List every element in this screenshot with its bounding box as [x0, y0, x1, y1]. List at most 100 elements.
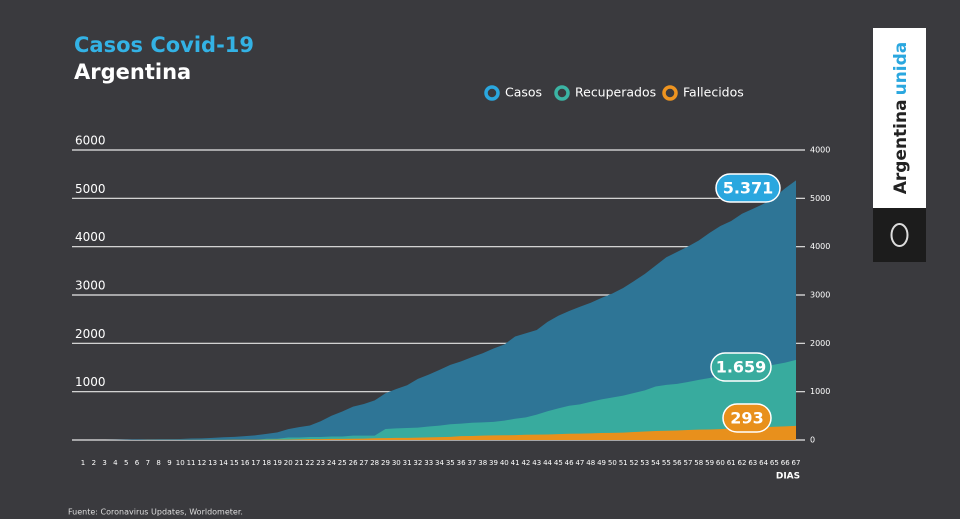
y-tick-label: 2000 — [75, 327, 106, 341]
x-tick-label: 14 — [219, 459, 228, 467]
x-tick-label: 26 — [349, 459, 358, 467]
right-axis-label: 3000 — [810, 291, 830, 300]
x-tick-label: 13 — [208, 459, 217, 467]
legend-label: Recuperados — [575, 85, 656, 100]
legend-marker — [554, 85, 570, 101]
x-tick-label: 60 — [716, 459, 725, 467]
x-tick-label: 59 — [705, 459, 714, 467]
chart-title: Casos Covid-19 — [74, 33, 254, 57]
x-tick-label: 46 — [565, 459, 574, 467]
x-tick-label: 22 — [305, 459, 314, 467]
x-tick-label: 66 — [781, 459, 790, 467]
x-tick-label: 35 — [446, 459, 455, 467]
x-tick-label: 3 — [102, 459, 106, 467]
x-tick-label: 12 — [197, 459, 206, 467]
x-tick-label: 1 — [81, 459, 85, 467]
x-tick-label: 5 — [124, 459, 128, 467]
x-tick-label: 47 — [575, 459, 584, 467]
x-tick-label: 30 — [392, 459, 401, 467]
y-tick-label: 4000 — [75, 230, 106, 244]
source: Fuente: Coronavirus Updates, Worldometer… — [68, 508, 243, 517]
data-label: 1.659 — [716, 358, 767, 377]
x-tick-label: 65 — [770, 459, 779, 467]
x-tick-label: 57 — [684, 459, 693, 467]
area — [83, 425, 796, 440]
x-tick-label: 50 — [608, 459, 617, 467]
y-tick-label: 6000 — [75, 134, 106, 148]
brand-word: Argentina — [891, 99, 911, 194]
x-tick-label: 56 — [673, 459, 682, 467]
x-tick-label: 32 — [413, 459, 422, 467]
x-tick-label: 24 — [327, 459, 336, 467]
x-tick-label: 43 — [532, 459, 541, 467]
y-tick-label: 1000 — [75, 375, 106, 389]
x-tick-label: 21 — [295, 459, 304, 467]
area — [83, 180, 796, 440]
x-tick-label: 49 — [597, 459, 606, 467]
x-tick-label: 45 — [554, 459, 563, 467]
brand-emblem-panel — [873, 208, 926, 262]
legend-marker — [484, 85, 500, 101]
label-badge — [710, 352, 772, 382]
legend-marker — [662, 85, 678, 101]
chart-subtitle: Argentina — [74, 60, 191, 84]
x-tick-label: 23 — [316, 459, 325, 467]
x-tick-label: 15 — [230, 459, 239, 467]
x-tick-label: 52 — [629, 459, 638, 467]
right-axis-label: 4000 — [810, 242, 830, 251]
x-tick-label: 41 — [511, 459, 520, 467]
data-label: 293 — [730, 409, 763, 428]
right-axis-label: 1000 — [810, 387, 830, 396]
x-tick-label: 63 — [748, 459, 757, 467]
x-tick-label: 39 — [489, 459, 498, 467]
x-tick-label: 10 — [176, 459, 185, 467]
x-tick-label: 25 — [338, 459, 347, 467]
x-tick-label: 67 — [792, 459, 801, 467]
x-tick-label: 42 — [521, 459, 530, 467]
x-tick-label: 36 — [457, 459, 466, 467]
emblem — [890, 223, 909, 247]
area — [83, 359, 796, 440]
legend-label: Casos — [505, 85, 542, 100]
x-tick-label: 7 — [146, 459, 150, 467]
brand-text: Argentina unida — [891, 42, 911, 195]
x-tick-label: 6 — [135, 459, 140, 467]
x-tick-label: 44 — [543, 459, 552, 467]
x-tick-label: 2 — [92, 459, 96, 467]
x-tick-label: 31 — [403, 459, 412, 467]
x-tick-label: 29 — [381, 459, 390, 467]
y-tick-label: 5000 — [75, 182, 106, 196]
x-tick-label: 55 — [662, 459, 671, 467]
right-axis-label: 0 — [810, 436, 815, 445]
x-tick-label: 54 — [651, 459, 660, 467]
right-axis-label: 2000 — [810, 339, 830, 348]
brand-panel — [873, 28, 926, 208]
x-tick-label: 61 — [727, 459, 736, 467]
x-tick-label: 28 — [370, 459, 379, 467]
x-tick-label: 33 — [424, 459, 433, 467]
x-tick-label: 16 — [241, 459, 250, 467]
label-badge — [715, 173, 781, 203]
right-axis-label: 5000 — [810, 194, 830, 203]
x-tick-label: 40 — [500, 459, 509, 467]
x-tick-label: 17 — [251, 459, 260, 467]
x-tick-label: 27 — [359, 459, 368, 467]
brand-word: unida — [891, 42, 911, 96]
x-axis-label: DIAS — [776, 472, 800, 482]
x-tick-label: 4 — [113, 459, 118, 467]
x-tick-label: 64 — [759, 459, 768, 467]
right-axis-label: 4000 — [810, 146, 830, 155]
plot: 1000 2000 3000 4000 5000 6000 0 1000 2000 3000 400… — [72, 85, 830, 467]
x-tick-label: 9 — [167, 459, 171, 467]
data-label: 5.371 — [723, 179, 774, 198]
x-tick-label: 53 — [640, 459, 649, 467]
label-badge — [722, 403, 772, 433]
y-tick-label: 3000 — [75, 279, 106, 293]
x-tick-label: 48 — [586, 459, 595, 467]
x-tick-label: 11 — [187, 459, 196, 467]
x-tick-label: 19 — [273, 459, 282, 467]
x-tick-label: 51 — [619, 459, 628, 467]
x-tick-label: 8 — [156, 459, 160, 467]
x-tick-label: 18 — [262, 459, 271, 467]
